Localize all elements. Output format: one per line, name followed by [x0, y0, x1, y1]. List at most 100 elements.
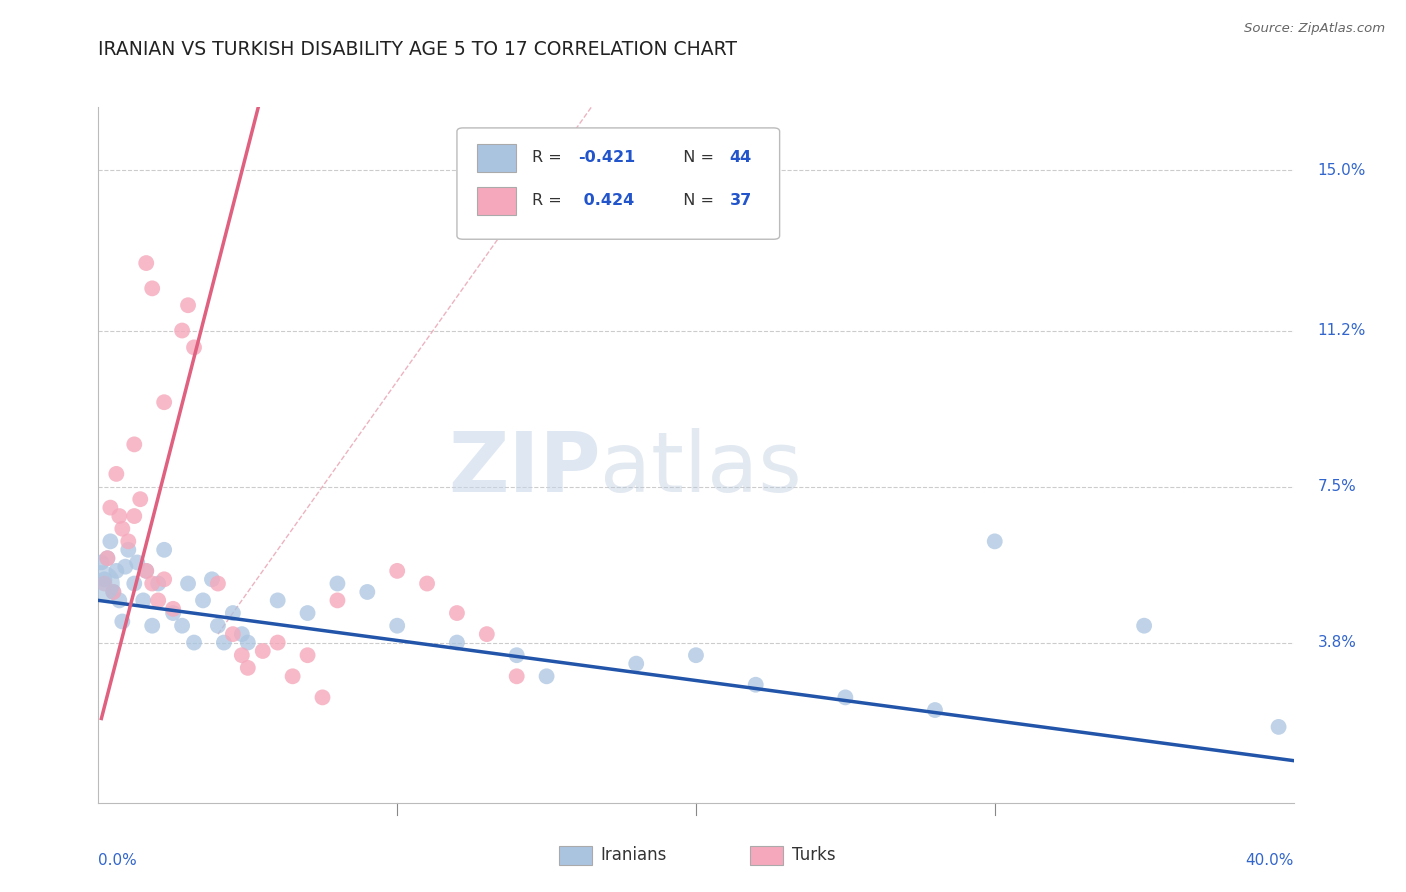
- Point: [132, 593, 155, 607]
- Point: [105, 467, 128, 481]
- Point: [1133, 618, 1156, 632]
- Point: [1267, 720, 1289, 734]
- Point: [311, 690, 333, 705]
- Point: [135, 564, 157, 578]
- Point: [177, 576, 200, 591]
- Text: -0.421: -0.421: [578, 151, 636, 165]
- Point: [141, 281, 163, 295]
- Point: [135, 564, 157, 578]
- Bar: [477, 144, 516, 172]
- Text: Iranians: Iranians: [600, 846, 666, 864]
- Text: Turks: Turks: [792, 846, 835, 864]
- Point: [356, 585, 378, 599]
- Text: 11.2%: 11.2%: [1317, 323, 1365, 338]
- Point: [141, 618, 163, 632]
- Text: 40.0%: 40.0%: [1246, 854, 1294, 869]
- Point: [111, 522, 134, 536]
- Point: [201, 572, 224, 586]
- Point: [93, 572, 115, 586]
- Point: [172, 618, 194, 632]
- Point: [685, 648, 707, 663]
- Point: [506, 669, 529, 683]
- Point: [135, 256, 157, 270]
- Point: [96, 551, 118, 566]
- Point: [297, 648, 319, 663]
- Text: 0.0%: 0.0%: [98, 854, 138, 869]
- Point: [207, 618, 229, 632]
- Point: [231, 648, 253, 663]
- Point: [98, 500, 122, 515]
- Point: [141, 576, 163, 591]
- Point: [446, 635, 468, 649]
- Point: [162, 606, 184, 620]
- Point: [475, 627, 498, 641]
- Point: [108, 509, 131, 524]
- Text: 37: 37: [730, 194, 752, 209]
- Point: [103, 585, 125, 599]
- Point: [153, 542, 176, 557]
- Point: [385, 564, 409, 578]
- Point: [124, 509, 146, 524]
- Point: [153, 395, 176, 409]
- Point: [207, 576, 229, 591]
- Point: [624, 657, 647, 671]
- Point: [183, 635, 205, 649]
- Point: [267, 635, 290, 649]
- Point: [153, 572, 176, 586]
- Point: [124, 576, 146, 591]
- Point: [177, 298, 200, 312]
- Bar: [749, 846, 783, 865]
- Point: [90, 556, 112, 570]
- Point: [127, 556, 149, 570]
- Point: [252, 644, 274, 658]
- Point: [281, 669, 304, 683]
- Point: [297, 606, 319, 620]
- Point: [326, 593, 349, 607]
- Point: [90, 576, 112, 591]
- Bar: [558, 846, 592, 865]
- Text: 0.424: 0.424: [578, 194, 634, 209]
- Point: [236, 635, 259, 649]
- Point: [191, 593, 214, 607]
- Point: [212, 635, 235, 649]
- Point: [385, 618, 409, 632]
- Point: [111, 615, 134, 629]
- Point: [172, 324, 194, 338]
- Text: 7.5%: 7.5%: [1317, 479, 1357, 494]
- Point: [924, 703, 946, 717]
- Point: [108, 593, 131, 607]
- Text: R =: R =: [533, 151, 567, 165]
- Text: 44: 44: [730, 151, 752, 165]
- Point: [93, 576, 115, 591]
- Text: ZIP: ZIP: [449, 428, 600, 509]
- Point: [124, 437, 146, 451]
- Point: [983, 534, 1005, 549]
- Text: Source: ZipAtlas.com: Source: ZipAtlas.com: [1244, 22, 1385, 36]
- Point: [98, 534, 122, 549]
- Point: [129, 492, 152, 507]
- FancyBboxPatch shape: [457, 128, 779, 239]
- Point: [222, 627, 245, 641]
- Text: 15.0%: 15.0%: [1317, 163, 1365, 178]
- Point: [834, 690, 856, 705]
- Point: [416, 576, 439, 591]
- Text: IRANIAN VS TURKISH DISABILITY AGE 5 TO 17 CORRELATION CHART: IRANIAN VS TURKISH DISABILITY AGE 5 TO 1…: [98, 40, 737, 59]
- Text: 3.8%: 3.8%: [1317, 635, 1357, 650]
- Text: N =: N =: [673, 194, 720, 209]
- Point: [96, 551, 118, 566]
- Text: N =: N =: [673, 151, 720, 165]
- Point: [148, 593, 170, 607]
- Point: [506, 648, 529, 663]
- Point: [148, 576, 170, 591]
- Point: [105, 564, 128, 578]
- Point: [222, 606, 245, 620]
- Point: [231, 627, 253, 641]
- Point: [536, 669, 558, 683]
- Point: [103, 585, 125, 599]
- Point: [114, 559, 136, 574]
- Point: [117, 542, 139, 557]
- Text: atlas: atlas: [600, 428, 801, 509]
- Point: [183, 340, 205, 354]
- Point: [326, 576, 349, 591]
- Point: [236, 661, 259, 675]
